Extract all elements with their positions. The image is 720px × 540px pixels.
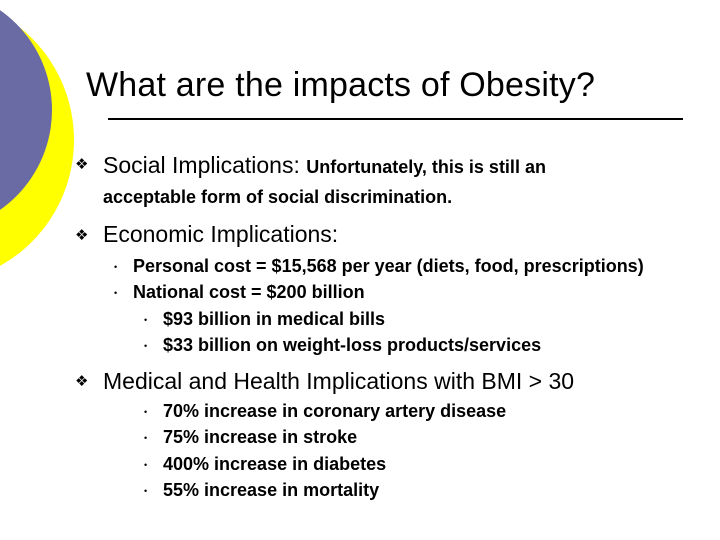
economic-item-national: National cost = $200 billion (133, 282, 365, 302)
small-bullet-icon: • (114, 262, 118, 272)
small-bullet-icon: • (144, 341, 148, 351)
economic-heading: Economic Implications: (103, 221, 339, 247)
small-bullet-icon: • (144, 460, 148, 470)
slide-title: What are the impacts of Obesity? (86, 66, 596, 104)
small-bullet-icon: • (144, 315, 148, 325)
social-text-line2: acceptable form of social discrimination… (103, 187, 453, 207)
small-bullet-icon: • (144, 407, 148, 417)
purple-circle (0, 10, 52, 210)
small-bullet-icon: • (144, 486, 148, 496)
medical-item-coronary: 70% increase in coronary artery disease (163, 401, 507, 421)
medical-item-stroke: 75% increase in stroke (163, 427, 358, 447)
social-heading: Social Implications: (103, 152, 300, 178)
social-heading-line: Social Implications: Unfortunately, this… (103, 152, 546, 179)
title-underline (108, 118, 683, 120)
small-bullet-icon: • (114, 288, 118, 298)
social-text-line1: Unfortunately, this is still an (306, 157, 546, 177)
medical-heading: Medical and Health Implications with BMI… (103, 368, 575, 394)
diamond-bullet-icon: ❖ (75, 156, 89, 173)
diamond-bullet-icon: ❖ (75, 373, 89, 390)
economic-subitem-medical: $93 billion in medical bills (163, 309, 386, 329)
economic-item-personal: Personal cost = $15,568 per year (diets,… (133, 256, 644, 276)
medical-item-diabetes: 400% increase in diabetes (163, 454, 387, 474)
medical-item-mortality: 55% increase in mortality (163, 480, 380, 500)
small-bullet-icon: • (144, 433, 148, 443)
diamond-bullet-icon: ❖ (75, 227, 89, 244)
economic-subitem-weightloss: $33 billion on weight-loss products/serv… (163, 335, 542, 355)
